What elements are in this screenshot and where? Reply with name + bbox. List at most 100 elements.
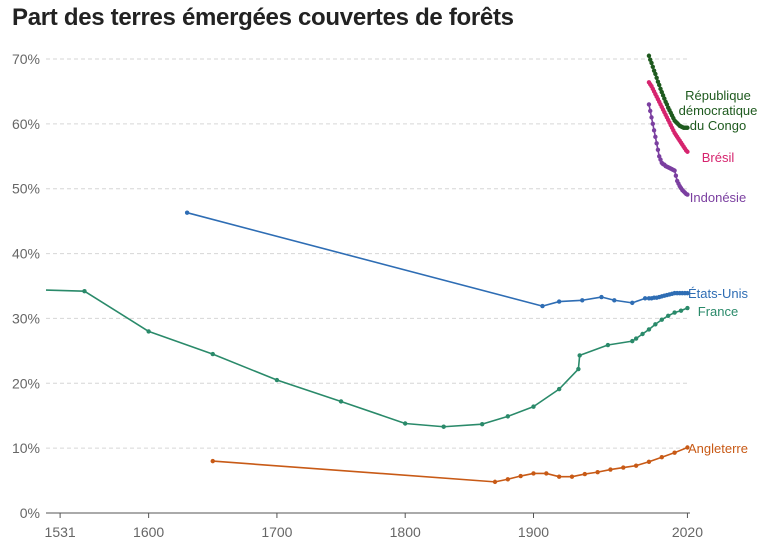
series-line (45, 289, 688, 428)
data-point (685, 445, 690, 450)
series-label: France (698, 304, 738, 319)
data-point (678, 308, 684, 313)
data-point (685, 305, 690, 311)
series-label: Brésil (702, 150, 735, 165)
data-point (672, 310, 677, 315)
data-point (649, 115, 654, 120)
data-point (633, 463, 639, 468)
data-point (653, 322, 658, 327)
data-point (612, 298, 617, 303)
chart-title: Part des terres émergées couvertes de fo… (12, 4, 514, 31)
x-tick-label: 1700 (261, 524, 292, 540)
data-point (665, 313, 671, 319)
data-point (505, 414, 511, 419)
data-point (621, 465, 626, 470)
x-axis: 1531 1600 1700 1800 1900 2020 (45, 512, 703, 540)
data-point (531, 471, 536, 476)
data-point (653, 134, 658, 140)
data-point (659, 455, 664, 460)
data-point (556, 299, 562, 304)
series-label: Angleterre (688, 441, 748, 456)
x-tick-label: 1531 (45, 524, 76, 540)
data-point (518, 473, 523, 479)
x-tick-label: 1800 (390, 524, 421, 540)
data-point (673, 173, 679, 178)
data-point (654, 141, 659, 146)
data-point (646, 459, 652, 464)
y-tick-label: 10% (12, 440, 40, 456)
y-tick-label: 40% (12, 246, 40, 262)
data-point (505, 477, 511, 482)
data-point (595, 469, 600, 475)
data-point (630, 300, 635, 306)
data-point (685, 192, 690, 197)
y-tick-label: 0% (20, 505, 40, 521)
series-label: États-Unis (688, 286, 748, 301)
data-point (544, 471, 549, 476)
series-1 (646, 80, 690, 154)
data-point (576, 366, 581, 372)
data-point (577, 353, 582, 358)
data-point (210, 458, 215, 464)
data-point (654, 75, 659, 81)
data-point (655, 147, 661, 152)
series-labels: République démocratique du Congo Brésil Indo… (679, 88, 758, 456)
y-tick-label: 70% (12, 51, 40, 67)
data-point (82, 288, 87, 294)
series-0 (646, 53, 690, 130)
y-tick-label: 30% (12, 310, 40, 326)
data-point (685, 290, 690, 296)
data-point (649, 60, 654, 66)
data-point (338, 399, 344, 404)
data-point (648, 108, 653, 114)
data-point (640, 331, 645, 337)
data-point (441, 424, 446, 429)
data-point (569, 474, 575, 479)
data-point (492, 479, 498, 485)
data-point (685, 149, 690, 154)
data-point (646, 53, 652, 58)
y-tick-label: 20% (12, 375, 40, 391)
data-point (556, 386, 562, 392)
series-4 (45, 288, 690, 429)
data-point (630, 338, 635, 344)
data-point (582, 471, 588, 477)
data-point (672, 168, 677, 173)
series-5 (210, 445, 690, 485)
series-label: République démocratique du Congo (679, 88, 758, 133)
data-point (650, 121, 655, 127)
y-tick-label: 60% (12, 116, 40, 132)
series-3 (184, 210, 690, 309)
data-point (146, 329, 151, 334)
data-point (599, 294, 604, 300)
series-line (212, 446, 688, 483)
data-point (403, 421, 408, 426)
series-label: Indonésie (690, 190, 746, 205)
series-lines (45, 53, 690, 485)
x-tick-label: 2020 (672, 524, 703, 540)
data-point (540, 303, 545, 309)
data-point (633, 336, 639, 341)
data-point (479, 421, 485, 427)
data-point (659, 317, 664, 322)
data-point (651, 128, 657, 133)
series-2 (646, 102, 690, 197)
data-point (646, 327, 652, 332)
data-point (531, 404, 536, 409)
data-point (657, 82, 662, 88)
series-line (186, 211, 688, 307)
data-point (210, 351, 215, 357)
data-point (672, 450, 677, 455)
x-tick-label: 1600 (133, 524, 164, 540)
x-tick-label: 1900 (518, 524, 549, 540)
grid-lines (46, 58, 690, 449)
data-point (608, 467, 613, 472)
data-point (556, 474, 562, 479)
data-point (653, 71, 658, 77)
y-tick-label: 50% (12, 181, 40, 197)
data-point (274, 377, 280, 383)
data-point (580, 298, 585, 303)
data-point (642, 296, 648, 301)
y-axis-ticks: 0% 10% 20% 30% 40% 50% 60% 70% (12, 51, 40, 521)
